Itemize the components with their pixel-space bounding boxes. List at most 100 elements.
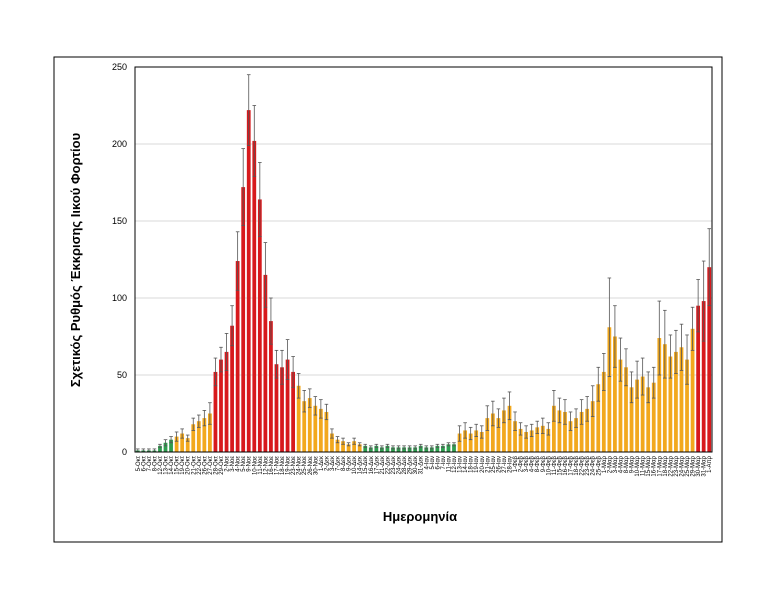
bar: [246, 110, 251, 453]
bar: [163, 442, 168, 452]
x-tick-label: 25-Ιαν: [491, 456, 497, 473]
x-tick-label: 10-Νοε: [252, 456, 258, 475]
bar: [380, 447, 384, 452]
x-tick-label: 1-Δεκ: [319, 455, 325, 471]
bar: [208, 413, 212, 452]
x-tick-label: 31-Δεκ: [419, 455, 425, 474]
x-tick-label: 29-Οκτ: [219, 455, 225, 474]
bar: [341, 441, 345, 452]
x-tick-label: 18-Νοε: [280, 456, 286, 475]
bar: [313, 405, 318, 452]
x-tick-label: 5-Ιαν: [430, 456, 436, 469]
x-tick-label: 19-Ιαν: [474, 456, 480, 473]
bar: [613, 336, 617, 452]
bar: [413, 447, 418, 452]
bar: [551, 405, 556, 452]
bar: [557, 410, 562, 452]
bar: [185, 438, 190, 452]
bar: [596, 384, 601, 452]
x-tick-label: 20-Ιαν: [480, 456, 486, 473]
bar: [407, 447, 412, 452]
x-tick-label: 25-Νοε: [302, 456, 308, 475]
bar: [507, 405, 512, 452]
x-tick-label: 4-Μαρ: [618, 455, 624, 473]
bar: [191, 424, 196, 452]
x-tick-label: 12-Ιαν: [452, 456, 458, 473]
x-tick-label: 12-Νοε: [263, 456, 269, 475]
bar: [563, 411, 567, 452]
bar: [624, 367, 628, 452]
bar: [235, 261, 240, 452]
y-tick-label: 100: [112, 293, 127, 303]
x-tick-label: 23-Μαρ: [674, 455, 680, 476]
bar: [651, 382, 656, 452]
x-tick-label: 4-Νοε: [236, 456, 242, 472]
x-tick-label: 5-Νοε: [241, 456, 247, 472]
bar: [330, 433, 334, 452]
bar: [402, 447, 406, 452]
x-tick-label: 1-Απρ: [707, 455, 713, 472]
bar: [346, 444, 351, 452]
x-tick-label: 24-Φεβ: [591, 455, 597, 475]
x-tick-label: 26-Ιαν: [496, 456, 502, 473]
bar: [296, 385, 301, 452]
bar: [196, 421, 201, 452]
x-tick-label: 17-Νοε: [274, 456, 280, 475]
x-tick-label: 7-Δεκ: [336, 455, 342, 471]
bar: [629, 387, 634, 452]
bar: [391, 447, 395, 452]
x-tick-label: 2-Μαρ: [607, 455, 613, 473]
x-tick-label: 1-Μαρ: [602, 455, 608, 473]
bar: [424, 447, 429, 452]
x-tick-label: 22-Δεκ: [385, 455, 391, 474]
x-tick-label: 26-Νοε: [308, 456, 314, 475]
x-tick-label: 6-Ιαν: [435, 456, 441, 469]
bar: [474, 430, 479, 452]
bar: [418, 445, 423, 452]
bar: [463, 430, 467, 452]
bar: [590, 401, 595, 452]
x-tick-label: 8-Φεβ: [535, 455, 541, 472]
x-tick-label: 15-Οκτ: [175, 455, 181, 474]
x-tick-label: 22-Φεβ: [580, 455, 586, 475]
x-tick-label: 30-Δεκ: [413, 455, 419, 474]
x-tick-label: 11-Νοε: [258, 456, 264, 475]
bar: [535, 427, 540, 452]
x-tick-label: 16-Νοε: [269, 456, 275, 475]
bar: [662, 344, 667, 452]
bar: [485, 418, 490, 452]
x-tick-label: 24-Δεκ: [397, 455, 403, 474]
bar: [324, 411, 329, 452]
x-tick-label: 16-Δεκ: [369, 455, 375, 474]
x-tick-label: 3-Μαρ: [613, 455, 619, 473]
x-tick-label: 13-Ιαν: [458, 456, 464, 473]
x-tick-label: 2-Φεβ: [519, 455, 525, 472]
bar: [435, 445, 440, 452]
bar: [657, 338, 662, 452]
x-tick-label: 13-Οκτ: [164, 455, 170, 474]
x-tick-label: 22-Οκτ: [197, 455, 203, 474]
bar: [363, 445, 368, 452]
x-tick-label: 12-Οκτ: [158, 455, 164, 474]
x-tick-label: 16-Μαρ: [652, 455, 658, 476]
bar: [285, 359, 290, 452]
bar: [174, 436, 179, 452]
x-tick-label: 10-Μαρ: [635, 455, 641, 476]
bar: [352, 441, 357, 452]
x-tick-label: 8-Μαρ: [624, 455, 630, 473]
x-tick-label: 25-Φεβ: [596, 455, 602, 475]
bar: [441, 445, 445, 452]
x-tick-label: 4-Ιαν: [424, 456, 430, 469]
x-tick-label: 15-Φεβ: [557, 455, 563, 475]
x-tick-label: 25-Μαρ: [685, 455, 691, 476]
bar: [690, 328, 695, 452]
x-tick-label: 9-Φεβ: [541, 455, 547, 472]
bar: [219, 359, 223, 452]
bar: [263, 274, 268, 452]
x-tick-label: 9-Δεκ: [347, 455, 353, 471]
x-tick-label: 31-Μαρ: [702, 455, 708, 476]
bar: [585, 408, 590, 452]
bar: [224, 351, 229, 452]
x-tick-label: 24-Μαρ: [679, 455, 685, 476]
